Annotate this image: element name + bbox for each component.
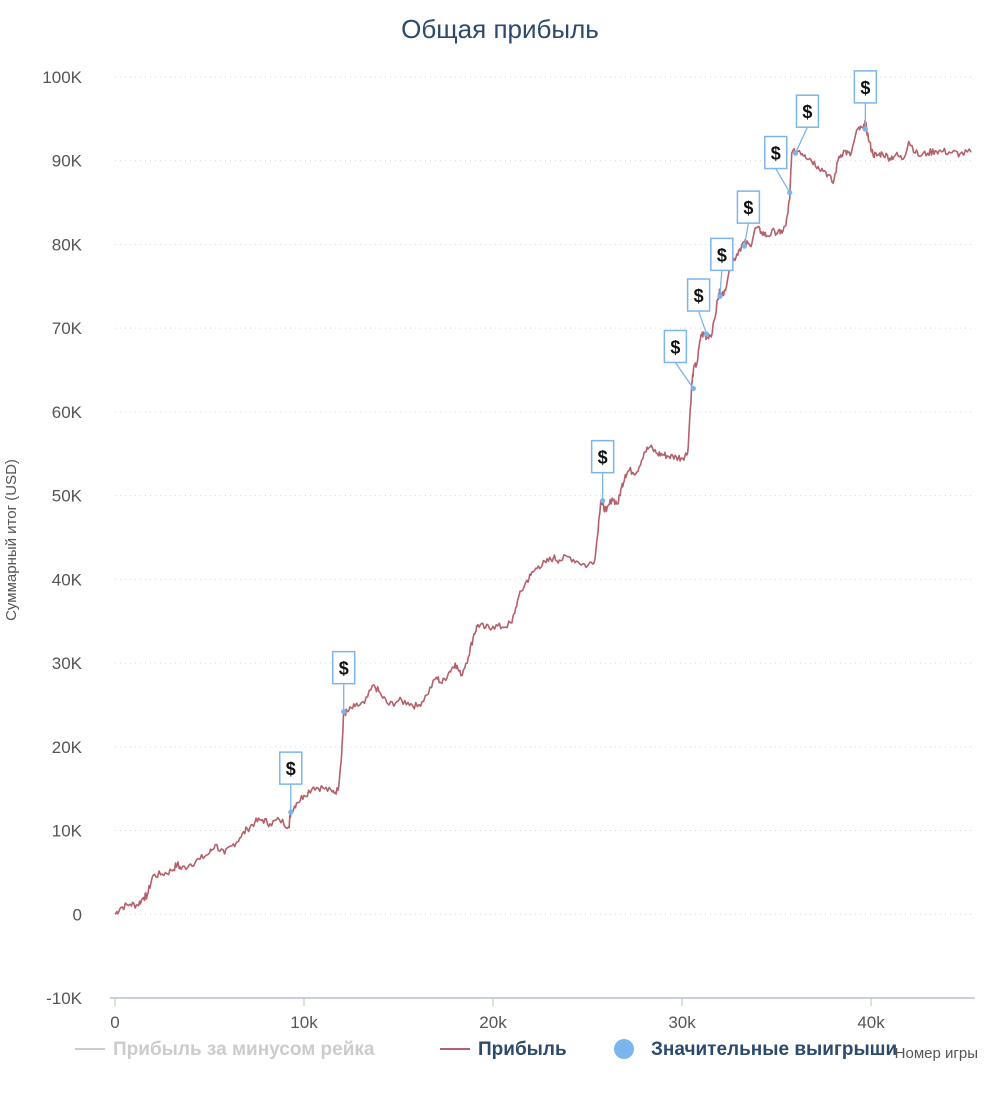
marker-point[interactable] [717, 293, 723, 299]
marker-point[interactable] [288, 809, 294, 815]
y-tick-label: 60K [52, 403, 83, 422]
series-line-profit [114, 119, 972, 915]
y-tick-label: 80K [52, 235, 83, 254]
x-tick-label: 40k [857, 1013, 885, 1032]
big-win-marker[interactable]: $ [710, 237, 734, 299]
marker-point[interactable] [741, 243, 748, 249]
marker-dollar-label: $ [339, 659, 349, 679]
big-win-marker[interactable]: $ [590, 439, 615, 504]
y-tick-label: 30K [52, 654, 83, 673]
legend-label: Значительные выигрыши [651, 1039, 897, 1060]
marker-point[interactable] [787, 189, 793, 196]
x-tick-label: 20k [479, 1013, 507, 1032]
y-tick-label: -10K [46, 989, 83, 1008]
marker-point[interactable] [792, 150, 799, 156]
marker-connector [794, 126, 809, 154]
x-axis-title: Номер игры [895, 1045, 978, 1062]
y-tick-label: 40K [52, 570, 83, 589]
marker-dollar-label: $ [598, 448, 608, 468]
marker-flag-box [736, 190, 761, 224]
marker-point[interactable] [690, 385, 696, 392]
marker-flag-box [663, 329, 688, 364]
marker-dollar-label: $ [670, 337, 680, 357]
legend-label: Прибыль за минусом рейка [113, 1039, 375, 1060]
chart-title: Общая прибыль [401, 14, 599, 44]
marker-connector [697, 310, 708, 335]
big-win-marker[interactable]: $ [764, 135, 793, 196]
big-win-marker[interactable]: $ [686, 278, 711, 337]
x-tick-label: 10k [290, 1013, 318, 1032]
y-tick-label: 0 [73, 905, 82, 924]
marker-point[interactable] [341, 709, 347, 715]
legend-item-profit[interactable]: Прибыль [440, 1039, 567, 1060]
marker-connector [674, 362, 694, 389]
marker-dollar-label: $ [286, 759, 296, 779]
legend-symbol-dot [614, 1039, 634, 1059]
big-win-marker[interactable]: $ [331, 650, 356, 715]
y-tick-label: 20K [52, 738, 83, 757]
y-tick-label: 90K [52, 152, 83, 171]
big-win-marker[interactable]: $ [792, 94, 820, 156]
legend: Прибыль за минусом рейка Прибыль Значитель… [75, 1039, 897, 1060]
marker-dollar-label: $ [771, 144, 781, 164]
marker-flag-box [795, 94, 820, 128]
x-tick-label: 0 [110, 1013, 119, 1032]
y-tick-label: 10K [52, 822, 83, 841]
series-layer [114, 119, 972, 915]
marker-flag-box [331, 650, 356, 685]
marker-point[interactable] [704, 331, 710, 337]
marker-flag-box [710, 237, 734, 272]
y-tick-label: 70K [52, 319, 83, 338]
marker-connector [743, 223, 750, 247]
legend-label: Прибыль [478, 1039, 567, 1060]
grid-lines [115, 76, 975, 915]
big-win-markers: $ $ $ $ $ $ $ $ $ $ [279, 70, 878, 815]
marker-dollar-label: $ [694, 286, 704, 306]
marker-flag-box [279, 751, 303, 785]
axes: -10K 0 10K 20K 30K 40K 50K 60K 70K 80K 90K 100K 0 10k… [42, 68, 975, 1032]
marker-point[interactable] [862, 126, 868, 132]
big-win-marker[interactable]: $ [279, 751, 303, 815]
x-tick-label: 30k [668, 1013, 696, 1032]
marker-point[interactable] [600, 498, 606, 504]
y-tick-label: 50K [52, 487, 83, 506]
marker-connector [719, 270, 723, 297]
marker-dollar-label: $ [860, 78, 870, 98]
marker-flag-box [590, 439, 615, 474]
big-win-marker[interactable]: $ [663, 329, 696, 392]
marker-flag-box [764, 135, 788, 170]
legend-item-big-wins[interactable]: Значительные выигрыши [614, 1039, 897, 1060]
big-win-marker[interactable]: $ [736, 190, 761, 249]
marker-connector [775, 168, 791, 193]
y-tick-label: 100K [42, 68, 82, 87]
legend-item-net-profit[interactable]: Прибыль за минусом рейка [75, 1039, 375, 1060]
marker-dollar-label: $ [717, 245, 727, 265]
marker-flag-box [853, 70, 878, 104]
marker-flag-box [686, 278, 711, 312]
y-axis-title: Суммарный итог (USD) [3, 459, 20, 621]
big-win-marker[interactable]: $ [853, 70, 878, 132]
marker-dollar-label: $ [802, 102, 812, 122]
marker-dollar-label: $ [743, 198, 753, 218]
